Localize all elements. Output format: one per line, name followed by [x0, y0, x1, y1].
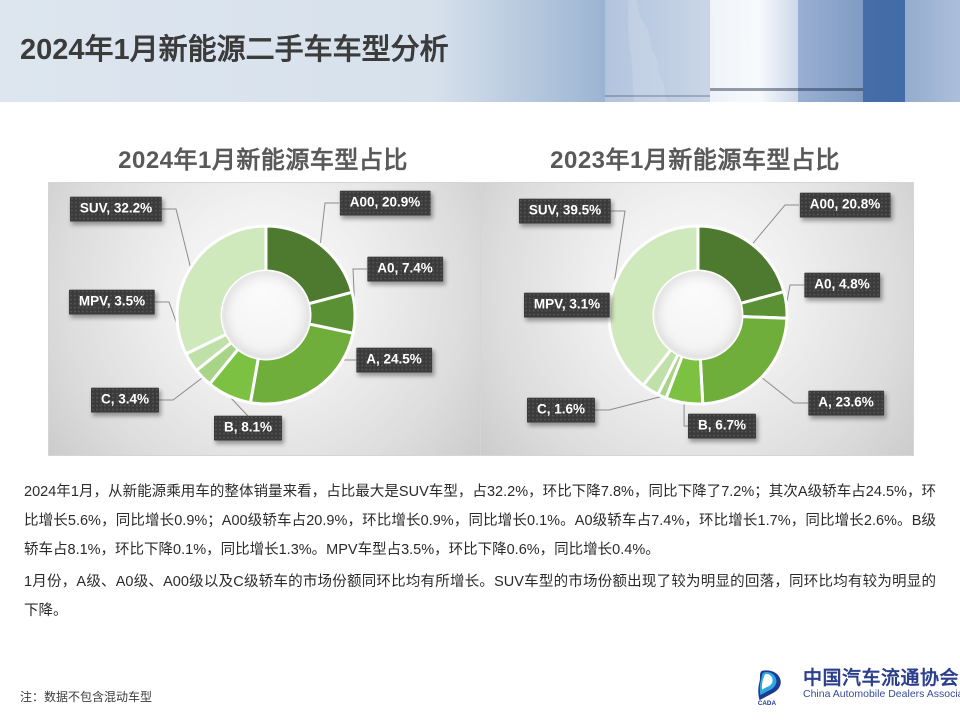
svg-text:CADA: CADA [758, 700, 777, 707]
